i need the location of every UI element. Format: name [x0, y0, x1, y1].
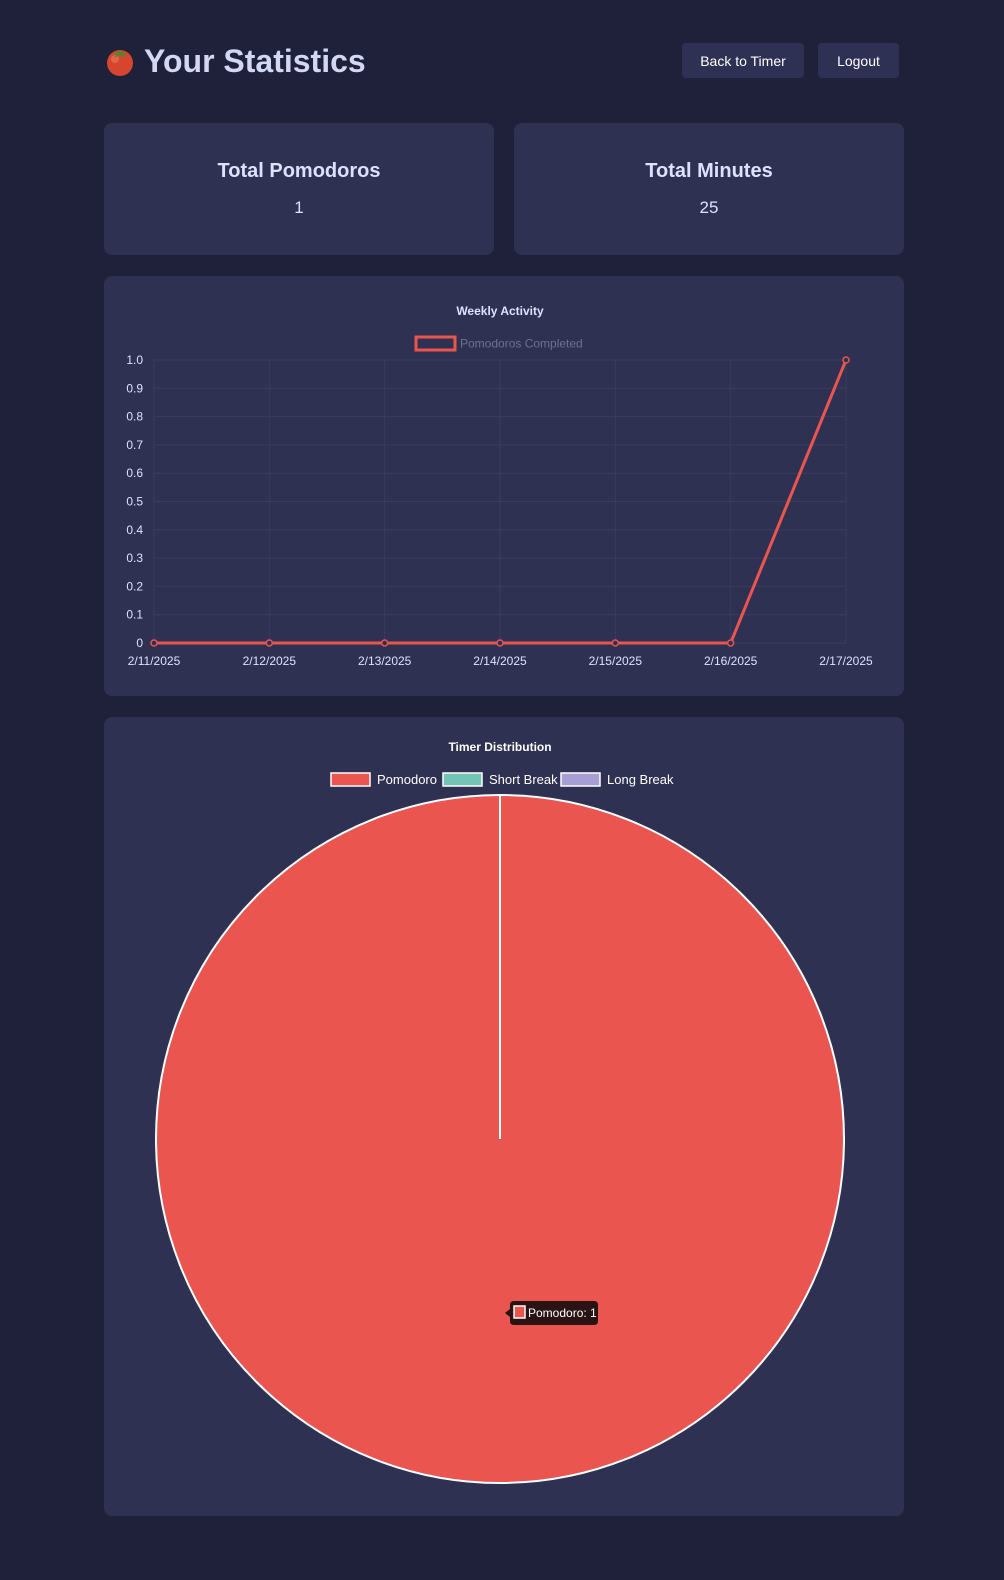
data-point [496, 639, 504, 647]
data-point [726, 639, 735, 647]
timer-distribution-chart[interactable]: Timer Distribution Pomodoro Short Break Lon… [104, 717, 904, 1516]
legend-label: Short Break [489, 772, 558, 787]
y-tick-label: 0.6 [126, 466, 143, 480]
logout-button[interactable]: Logout [818, 43, 899, 78]
total-pomodoros-card: Total Pomodoros 1 [104, 123, 494, 255]
tooltip-box [505, 1301, 598, 1325]
legend-label: Long Break [607, 772, 674, 787]
y-tick-label: 0.1 [126, 608, 143, 622]
y-tick-label: 0.8 [126, 410, 143, 424]
x-tick-label: 2/14/2025 [473, 654, 527, 668]
x-tick-label: 2/11/2025 [128, 654, 181, 668]
page-header: Your Statistics Back to Timer Logout [104, 38, 904, 84]
x-tick-label: 2/17/2025 [819, 654, 873, 668]
legend-swatch [330, 772, 371, 787]
legend-label: Pomodoros Completed [460, 337, 583, 351]
chart-tooltip: Pomodoro: 1 [505, 1301, 598, 1325]
tomato-icon [107, 50, 133, 76]
y-tick-label: 0.7 [126, 438, 143, 452]
timer-distribution-card: Timer Distribution Pomodoro Short Break Lon… [104, 717, 904, 1516]
weekly-activity-chart[interactable]: Weekly Activity Pomodoros Completed 0 0.1 0.… [104, 276, 904, 696]
chart-title: Weekly Activity [456, 304, 544, 318]
total-minutes-card: Total Minutes 25 [514, 123, 904, 255]
data-point [842, 356, 850, 364]
y-tick-label: 0.3 [126, 551, 143, 565]
y-tick-label: 0.9 [126, 381, 143, 395]
y-tick-label: 0.5 [126, 495, 143, 509]
data-point [265, 639, 274, 647]
x-tick-label: 2/15/2025 [589, 654, 643, 668]
data-point [611, 639, 620, 647]
tooltip-text: Pomodoro: 1 [528, 1306, 597, 1320]
total-minutes-label: Total Minutes [645, 160, 773, 182]
total-minutes-value: 25 [699, 198, 719, 217]
page-title-text: Your Statistics [144, 43, 366, 79]
x-tick-label: 2/12/2025 [243, 654, 297, 668]
chart-title: Timer Distribution [448, 740, 551, 754]
y-tick-label: 0 [136, 636, 143, 650]
data-point [150, 639, 158, 647]
x-tick-label: 2/16/2025 [704, 654, 758, 668]
y-tick-label: 0.2 [126, 579, 143, 593]
data-point [380, 639, 389, 647]
legend-swatch [414, 335, 457, 352]
total-pomodoros-label: Total Pomodoros [217, 160, 381, 182]
legend-label: Pomodoro [377, 772, 437, 787]
legend-swatch [560, 772, 601, 787]
weekly-activity-card: Weekly Activity Pomodoros Completed 0 0.1 0.… [104, 276, 904, 696]
back-to-timer-button[interactable]: Back to Timer [682, 43, 804, 78]
y-tick-label: 0.4 [126, 523, 143, 537]
tooltip-swatch [513, 1305, 526, 1319]
total-pomodoros-value: 1 [294, 198, 304, 217]
y-tick-label: 1.0 [126, 353, 143, 367]
legend-swatch [442, 772, 483, 787]
x-tick-label: 2/13/2025 [358, 654, 412, 668]
page-title: Your Statistics [104, 40, 366, 82]
